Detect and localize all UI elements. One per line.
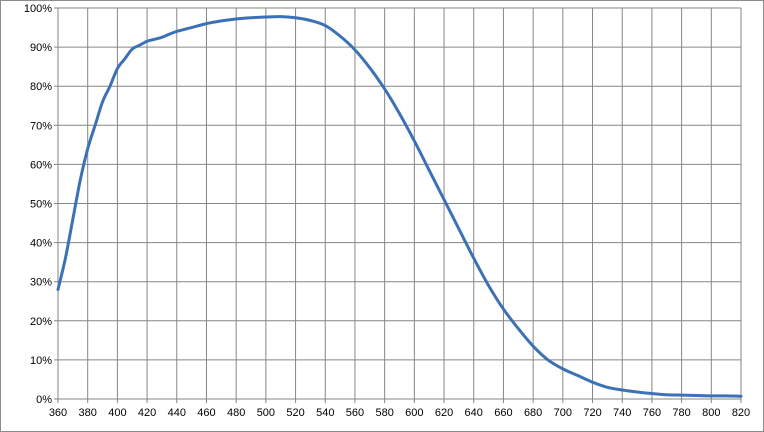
y-tick-label: 0%: [36, 394, 52, 406]
y-tick-label: 30%: [30, 277, 52, 289]
y-tick-label: 10%: [30, 355, 52, 367]
x-tick-label: 560: [346, 407, 364, 419]
series-line: [56, 15, 743, 398]
y-tick-label: 80%: [30, 81, 52, 93]
x-tick-label: 580: [375, 407, 393, 419]
x-tick-label: 440: [168, 407, 186, 419]
y-tick-label: 60%: [30, 159, 52, 171]
x-tick-label: 800: [702, 407, 720, 419]
x-tick-label: 400: [108, 407, 126, 419]
x-tick-label: 660: [494, 407, 512, 419]
x-tick-label: 700: [554, 407, 572, 419]
x-tick-label: 520: [286, 407, 304, 419]
y-tick-label: 40%: [30, 238, 52, 250]
y-tick-label: 70%: [30, 120, 52, 132]
x-tick-label: 360: [49, 407, 67, 419]
x-tick-label: 480: [227, 407, 245, 419]
x-tick-label: 760: [643, 407, 661, 419]
x-tick-label: 620: [435, 407, 453, 419]
x-tick-label: 820: [732, 407, 750, 419]
y-tick-label: 20%: [30, 316, 52, 328]
series-group: [56, 15, 743, 398]
x-tick-label: 420: [138, 407, 156, 419]
x-tick-label: 720: [583, 407, 601, 419]
x-tick-label: 500: [257, 407, 275, 419]
y-axis-tick-labels: 0% 10% 20% 30% 40% 50% 60% 70% 80% 90% 100%: [24, 3, 52, 406]
x-tick-label: 600: [405, 407, 423, 419]
y-tick-label: 90%: [30, 42, 52, 54]
x-tick-label: 460: [197, 407, 215, 419]
y-tick-label: 50%: [30, 199, 52, 211]
y-tick-label: 100%: [24, 3, 52, 15]
x-tick-label: 540: [316, 407, 334, 419]
x-tick-label: 740: [613, 407, 631, 419]
x-tick-label: 780: [672, 407, 690, 419]
gridlines: [54, 7, 742, 403]
x-axis-tick-labels: 360 380 400 420 440 460 480 500 520 540 560 580 600 6…: [49, 407, 750, 419]
x-tick-label: 380: [79, 407, 97, 419]
x-tick-label: 680: [524, 407, 542, 419]
x-tick-label: 640: [465, 407, 483, 419]
